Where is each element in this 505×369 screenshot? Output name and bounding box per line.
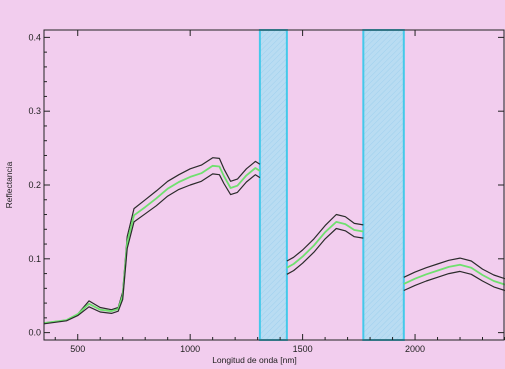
series-1-segment-3 — [403, 257, 505, 280]
x-tick-label: 1000 — [180, 344, 200, 354]
x-axis-ticks: 500 1000 1500 2000 — [54, 30, 505, 354]
series-3-segment-1 — [43, 173, 261, 325]
excluded-band-outline-1 — [258, 29, 288, 341]
x-tick-label: 1500 — [293, 344, 313, 354]
y-tick-label: 0.1 — [28, 254, 41, 264]
series-2-segment-2 — [286, 221, 364, 269]
series-3-segment-3 — [403, 270, 505, 292]
series-2-segment-3 — [403, 263, 505, 286]
x-tick-label: 500 — [70, 344, 85, 354]
series-1-segment-1 — [43, 157, 261, 324]
y-axis-label: Reflectancia — [4, 161, 14, 208]
series-1-segment-2 — [286, 213, 364, 262]
x-axis-label: Longitud de onda [nm] — [212, 355, 297, 365]
y-tick-label: 0.2 — [28, 180, 41, 190]
y-tick-label: 0.4 — [28, 32, 41, 42]
y-axis-ticks: 0.0 0.1 0.2 0.3 0.4 — [28, 32, 504, 338]
y-tick-label: 0.3 — [28, 106, 41, 116]
series-3-segment-2 — [286, 227, 364, 275]
y-tick-label: 0.0 — [28, 328, 41, 338]
series-lines — [43, 157, 505, 325]
series-2-segment-1 — [43, 164, 261, 324]
x-tick-label: 2000 — [405, 344, 425, 354]
excluded-bands — [258, 29, 405, 341]
excluded-band-outline-2 — [362, 29, 405, 341]
